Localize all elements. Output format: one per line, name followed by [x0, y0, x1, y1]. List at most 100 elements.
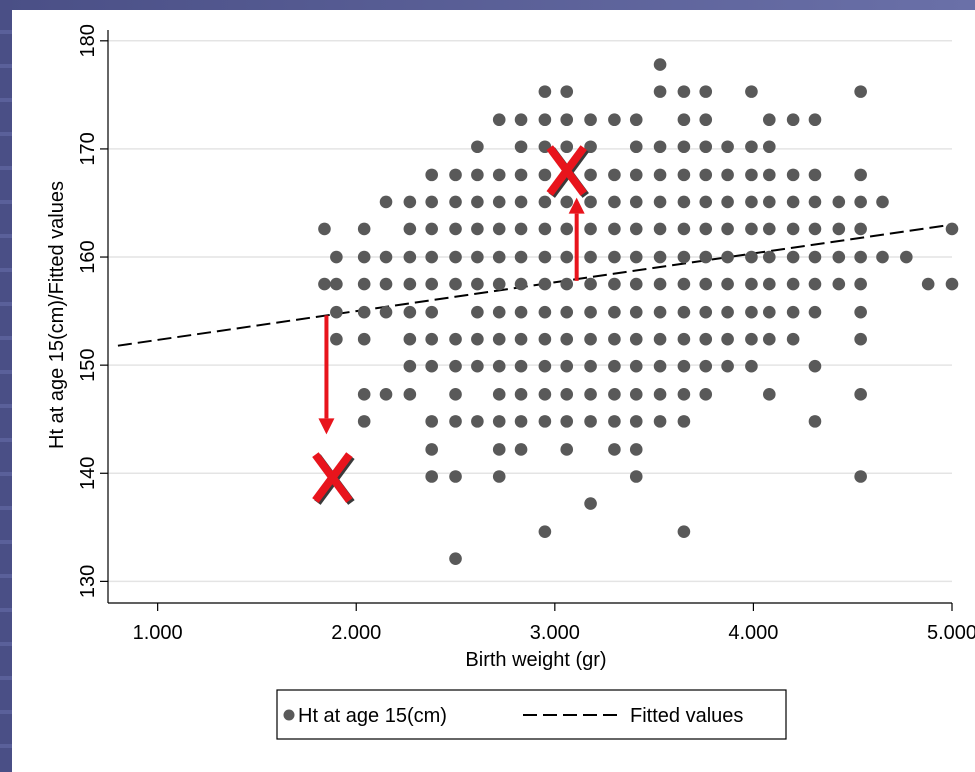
data-point: [653, 359, 667, 373]
data-point: [357, 277, 371, 291]
slide-left-border: [0, 0, 12, 772]
data-point: [677, 250, 691, 264]
y-tick-label: 180: [77, 24, 99, 57]
data-point: [808, 359, 822, 373]
data-point: [608, 332, 621, 346]
data-point: [514, 388, 528, 401]
data-point: [560, 140, 574, 154]
data-point: [492, 277, 506, 291]
data-point: [653, 85, 667, 98]
data-point: [492, 250, 506, 264]
data-point: [945, 222, 959, 236]
data-point: [629, 470, 643, 483]
data-point: [699, 113, 713, 127]
data-point: [357, 305, 371, 319]
data-point: [677, 168, 691, 182]
data-point: [403, 388, 417, 401]
data-points: [318, 58, 959, 565]
data-point: [854, 222, 867, 236]
data-point: [379, 250, 393, 264]
data-point: [721, 332, 734, 346]
data-point: [900, 250, 913, 264]
data-point: [721, 140, 734, 154]
data-point: [538, 359, 552, 373]
data-point: [584, 195, 597, 209]
data-point: [403, 222, 417, 236]
data-point: [538, 113, 552, 127]
data-point: [357, 222, 371, 236]
data-point: [514, 140, 528, 154]
x-tick-label: 3.000: [530, 622, 580, 644]
data-point: [677, 140, 691, 154]
data-point: [403, 359, 417, 373]
data-point: [584, 497, 597, 510]
data-point: [876, 250, 889, 264]
data-point: [677, 525, 691, 538]
data-point: [379, 305, 393, 319]
data-point: [492, 332, 506, 346]
data-point: [721, 222, 734, 236]
data-point: [560, 332, 574, 346]
slide-top-border: [0, 0, 975, 10]
data-point: [425, 250, 438, 264]
data-point: [449, 168, 462, 182]
data-point: [854, 250, 867, 264]
data-point: [318, 222, 331, 236]
data-point: [629, 443, 643, 456]
data-point: [449, 359, 462, 373]
data-point: [471, 359, 484, 373]
data-point: [584, 140, 597, 154]
legend: Ht at age 15(cm) Fitted values: [276, 689, 787, 740]
data-point: [721, 168, 734, 182]
data-point: [492, 388, 506, 401]
data-point: [629, 305, 643, 319]
data-point: [699, 332, 713, 346]
legend-label-ht-at-age-15: Ht at age 15(cm): [298, 705, 447, 727]
data-point: [745, 359, 758, 373]
data-point: [514, 443, 528, 456]
data-point: [832, 195, 846, 209]
data-point: [699, 222, 713, 236]
data-point: [584, 415, 597, 428]
data-point: [403, 195, 417, 209]
data-point: [584, 359, 597, 373]
data-point: [403, 305, 417, 319]
data-point: [538, 195, 552, 209]
data-point: [629, 195, 643, 209]
data-point: [745, 277, 758, 291]
data-point: [608, 195, 621, 209]
data-point: [854, 168, 867, 182]
data-point: [584, 388, 597, 401]
data-point: [538, 305, 552, 319]
data-point: [786, 195, 800, 209]
fitted-line-layer: [117, 223, 953, 347]
data-point: [379, 195, 393, 209]
data-point: [762, 168, 776, 182]
data-point: [699, 168, 713, 182]
data-point: [721, 305, 734, 319]
data-point: [808, 195, 822, 209]
data-point: [357, 388, 371, 401]
data-point: [762, 388, 776, 401]
data-point: [425, 443, 438, 456]
data-point: [653, 195, 667, 209]
red-x-marker: [312, 452, 355, 505]
data-point: [449, 388, 462, 401]
data-point: [629, 277, 643, 291]
data-point: [584, 113, 597, 127]
y-axis-title: Ht at age 15(cm)/Fitted values: [46, 181, 68, 449]
data-point: [653, 305, 667, 319]
data-point: [514, 305, 528, 319]
data-point: [492, 305, 506, 319]
data-point: [608, 250, 621, 264]
data-point: [653, 58, 667, 71]
data-point: [425, 222, 438, 236]
data-point: [854, 470, 867, 483]
data-point: [584, 222, 597, 236]
data-point: [318, 277, 331, 291]
data-point: [876, 195, 889, 209]
data-point: [786, 332, 800, 346]
data-point: [560, 222, 574, 236]
data-point: [699, 195, 713, 209]
